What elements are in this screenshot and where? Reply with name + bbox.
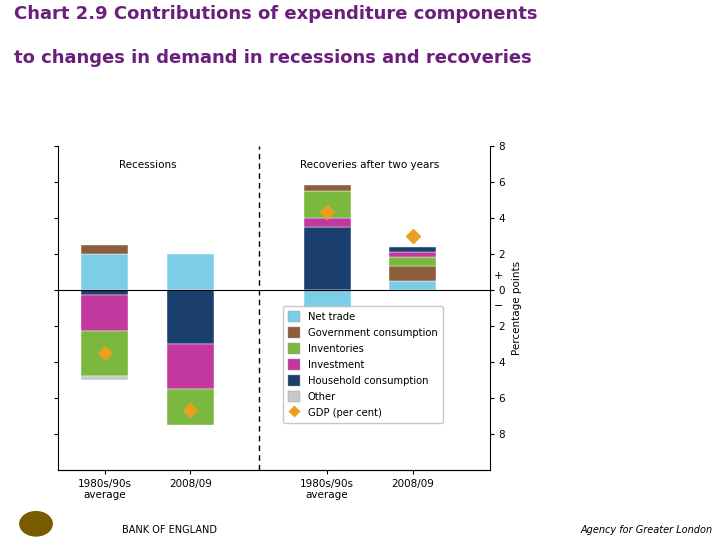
Bar (304, 185, 351, 191)
Bar (389, 247, 436, 252)
Text: to changes in demand in recessions and recoveries: to changes in demand in recessions and r… (14, 49, 532, 66)
Bar (304, 227, 351, 290)
Bar (81, 376, 128, 380)
Bar (166, 254, 214, 290)
Bar (304, 218, 351, 227)
Bar (389, 266, 436, 281)
Text: BANK OF ENGLAND: BANK OF ENGLAND (122, 524, 217, 535)
Text: Agency for Greater London: Agency for Greater London (580, 524, 713, 535)
Bar (304, 290, 351, 308)
Bar (81, 295, 128, 331)
Y-axis label: Percentage points: Percentage points (512, 261, 522, 355)
Bar (166, 290, 214, 344)
Bar (81, 290, 128, 295)
Text: +: + (494, 272, 503, 281)
Bar (81, 254, 128, 290)
Bar (81, 245, 128, 254)
Text: Recoveries after two years: Recoveries after two years (300, 160, 439, 170)
Bar (389, 258, 436, 266)
Bar (304, 191, 351, 218)
Bar (166, 344, 214, 389)
Text: Recessions: Recessions (119, 160, 176, 170)
Circle shape (19, 512, 53, 536)
Bar (389, 252, 436, 258)
Bar (81, 331, 128, 376)
Text: −: − (494, 301, 503, 311)
Text: Chart 2.9 Contributions of expenditure components: Chart 2.9 Contributions of expenditure c… (14, 5, 538, 23)
Bar (166, 389, 214, 425)
Bar (389, 281, 436, 290)
Legend: Net trade, Government consumption, Inventories, Investment, Household consumptio: Net trade, Government consumption, Inven… (283, 306, 443, 423)
